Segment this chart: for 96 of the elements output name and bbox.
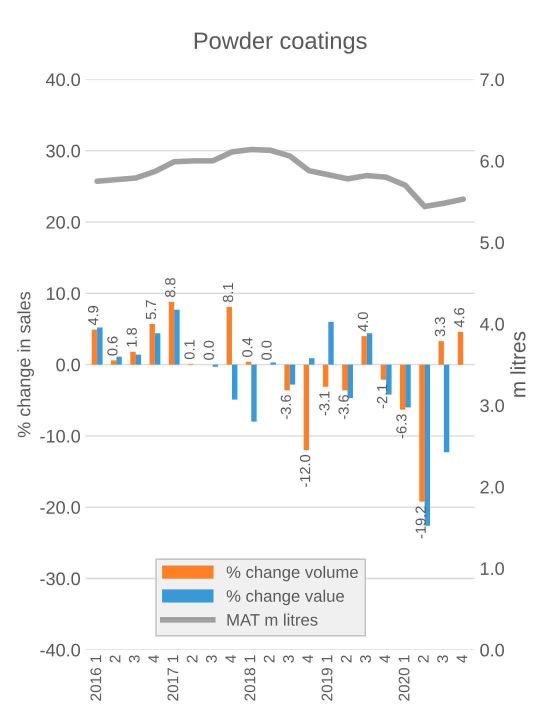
bar [290,364,296,385]
y-tick-label: 20.0 [46,216,80,229]
y2-tick-label: 1.0 [480,562,504,576]
bar [226,306,232,365]
x-tick-label: 4 [380,655,390,663]
data-label: -3.6 [338,395,349,419]
data-label: 4.6 [454,308,464,328]
bar [405,364,411,408]
bar [348,364,353,398]
x-tick-label: 2 [264,655,274,662]
x-tick-label: 2016 1 [90,655,102,701]
bar [419,364,425,502]
y2-tick-label: 3.0 [480,399,504,412]
bar [400,364,406,410]
data-label: 0.4 [242,338,252,358]
x-tick-label: 4 [225,655,236,663]
y-tick-label: -10.0 [40,430,80,443]
x-tick-label: 3 [437,655,448,663]
bar [284,364,290,390]
data-label: 8.1 [222,283,234,302]
bar [361,336,367,365]
bar [322,364,328,387]
y2-tick-label: 6.0 [480,154,504,168]
bar [309,358,314,365]
data-label: 0.0 [204,340,214,360]
y-tick-label: 0.0 [56,358,80,372]
data-label: 0.6 [107,336,118,356]
y-tick-label: 40.0 [46,73,80,86]
legend-label: % change value [226,590,344,606]
y-tick-label: 30.0 [46,144,80,158]
data-label: -19.2 [416,506,426,538]
y2-tick-label: 7.0 [480,73,504,86]
x-tick-label: 2 [110,655,120,662]
bar [168,302,174,365]
bar [328,322,334,365]
x-tick-label: 3 [360,655,371,663]
y2-tick-label: 5.0 [480,236,504,250]
x-tick-label: 2 [340,655,352,662]
x-tick-label: 2 [418,655,429,662]
bar [304,364,310,450]
bar [110,360,116,365]
data-label: 1.8 [126,328,137,346]
bar [174,310,180,365]
x-tick-label: 2 [186,655,198,662]
x-tick-label: 2017 1 [167,655,178,701]
y-tick-label: 10.0 [46,287,80,300]
data-label: -3.6 [280,395,291,419]
x-tick-label: 4 [456,655,468,663]
data-label: 4.9 [88,306,98,326]
data-label: 3.3 [434,317,446,336]
data-label: -12.0 [300,454,310,487]
bar [380,364,386,380]
data-label: 5.7 [146,300,156,320]
bar [424,364,430,526]
y-tick-label: -20.0 [40,501,80,514]
bar [438,341,444,365]
x-tick-label: 3 [206,655,217,663]
bar [232,364,238,400]
bar [150,324,155,365]
bar [458,332,464,365]
bar [342,364,348,390]
legend-label: % change volume [226,566,358,582]
bar [366,333,372,365]
bar [444,364,450,452]
data-label: 0.0 [261,340,272,360]
y2-tick-label: 4.0 [480,318,504,331]
bar [136,354,142,365]
bar [130,352,136,365]
y-tick-label: -40.0 [40,644,80,657]
data-label: 4.0 [358,312,368,332]
x-tick-label: 4 [302,655,313,663]
x-tick-label: 2019 1 [322,655,332,701]
bar [154,333,160,365]
bar [116,356,122,365]
y2-tick-label: 0.0 [480,644,504,657]
bar [97,328,103,365]
x-tick-label: 3 [128,655,140,663]
y-tick-label: -30.0 [40,572,80,586]
y-axis-title: % change in sales [17,292,34,438]
data-label: -6.3 [396,414,407,438]
bar [270,362,276,365]
y2-tick-label: 2.0 [480,480,504,494]
x-tick-label: 2018 1 [244,655,256,701]
x-tick-label: 3 [283,655,294,663]
legend-label: MAT m litres [227,614,318,626]
data-label: -3.1 [319,392,330,416]
data-label: -2.1 [376,384,388,408]
bar [251,364,257,422]
data-label: 8.8 [165,278,176,298]
bar [92,330,98,365]
y2-axis-title: m litres [510,332,526,397]
bar [386,364,392,395]
chart-title: Powder coatings [194,32,367,54]
data-label: 0.1 [184,340,195,360]
x-tick-label: 4 [148,655,159,663]
x-tick-label: 2020 1 [398,655,410,701]
